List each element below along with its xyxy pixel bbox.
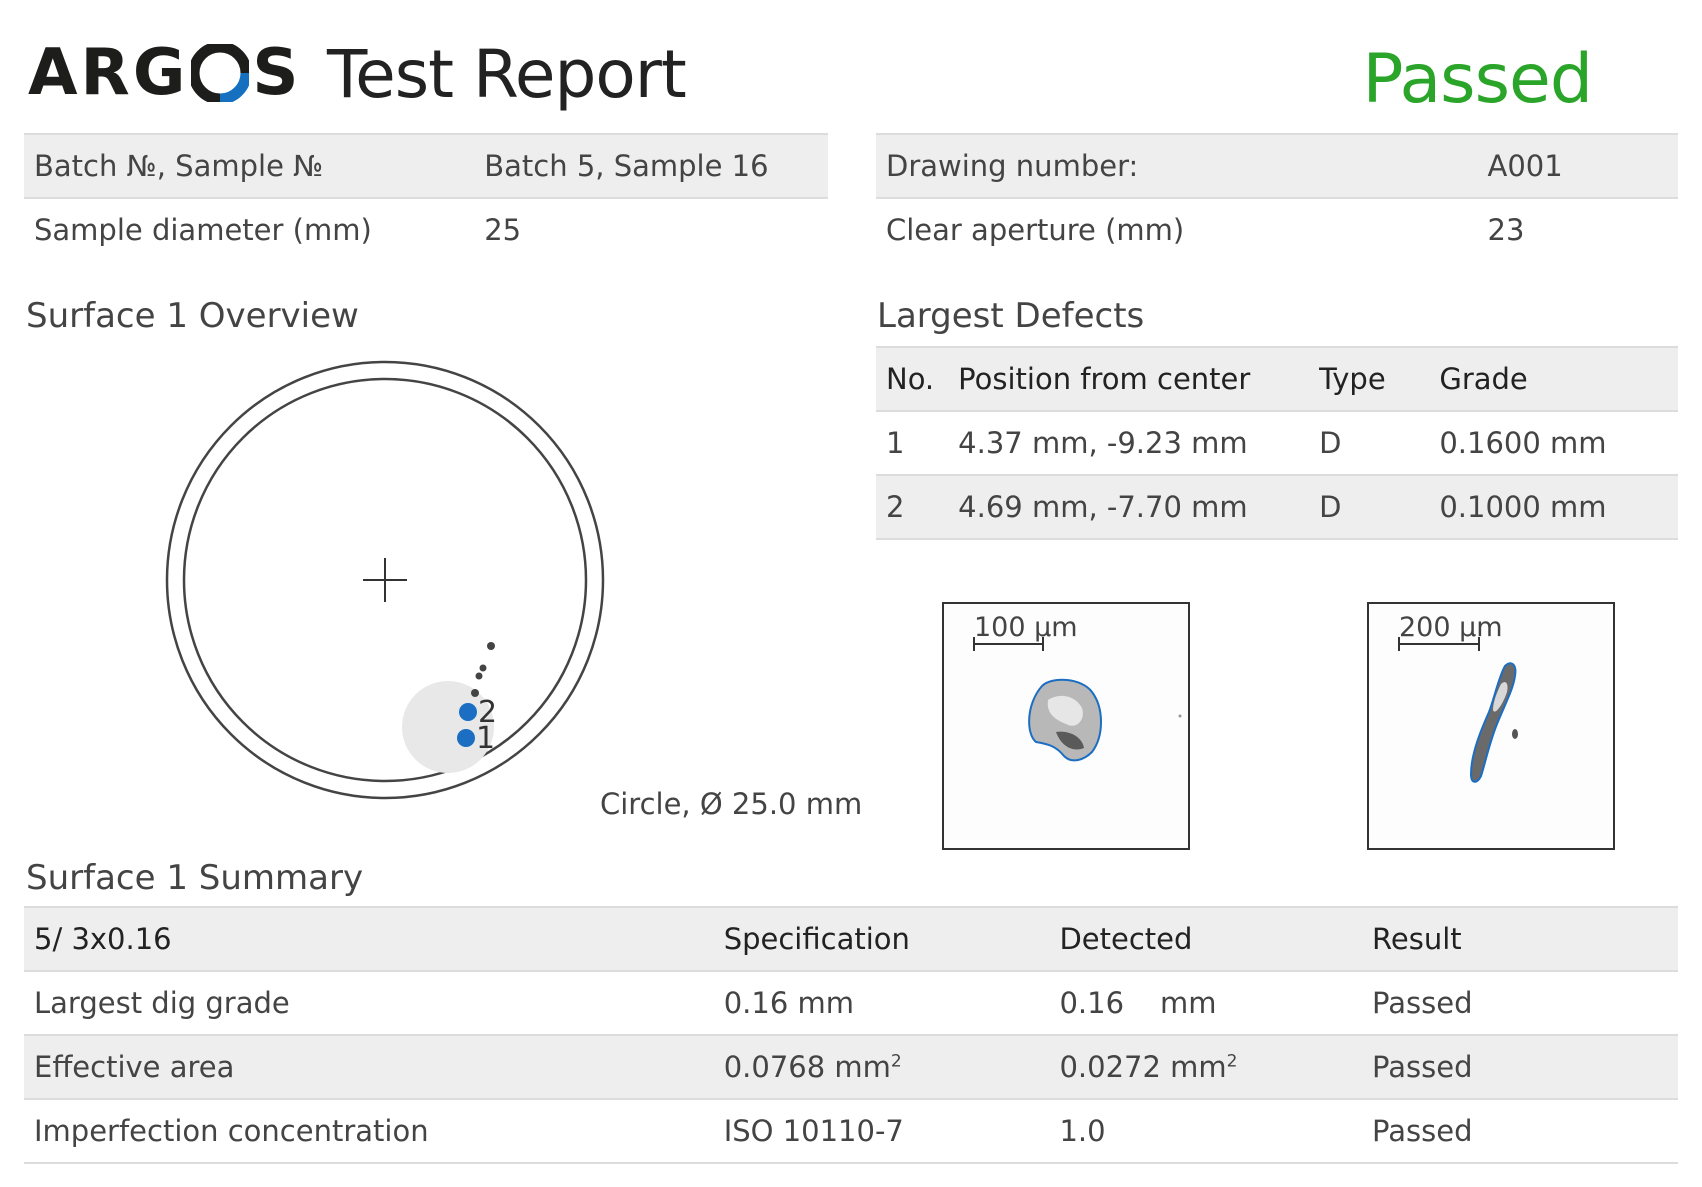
info-value: Batch 5, Sample 16 xyxy=(474,133,828,198)
info-label: Drawing number: xyxy=(876,133,1478,198)
overview-title: Surface 1 Overview xyxy=(26,296,359,336)
detected-value: 0.16 xyxy=(1059,986,1125,1020)
summary-result: Passed xyxy=(1362,1099,1678,1164)
col-header-position: Position from center xyxy=(948,346,1310,412)
spec-superscript: 2 xyxy=(890,1051,902,1072)
minor-defect-dot xyxy=(487,642,495,650)
logo-text-left: ARG xyxy=(28,36,189,110)
summary-metric-name: Imperfection concentration xyxy=(24,1099,714,1164)
defect-type: D xyxy=(1309,411,1430,476)
logo-text-right: S xyxy=(252,36,302,110)
logo-o-mark xyxy=(188,41,252,105)
defect-type: D xyxy=(1309,475,1430,540)
detected-unit: mm xyxy=(1160,986,1217,1020)
largest-defects-title: Largest Defects xyxy=(877,296,1145,336)
minor-defect-dot xyxy=(471,689,479,697)
summary-specification: 0.0768 mm2 xyxy=(713,1035,1050,1100)
summary-detected: 1.0 xyxy=(1049,1099,1363,1164)
defect-no: 1 xyxy=(876,411,949,476)
table-header-row: 5/ 3x0.16 Specification Detected Result xyxy=(24,906,1678,972)
table-row[interactable]: Imperfection concentration ISO 10110-7 1… xyxy=(24,1099,1678,1164)
info-label: Batch №, Sample № xyxy=(24,133,475,198)
summary-detected: 0.0272 mm2 xyxy=(1049,1035,1363,1100)
defect-marker-label-2: 2 xyxy=(478,695,497,730)
summary-specification: 0.16 mm xyxy=(713,971,1050,1036)
info-label: Sample diameter (mm) xyxy=(24,197,475,261)
detected-superscript: 2 xyxy=(1226,1051,1238,1072)
report-title: Test Report xyxy=(327,36,687,113)
summary-detected: 0.16 mm xyxy=(1049,971,1363,1036)
info-row: Sample diameter (mm) 25 xyxy=(24,197,828,261)
defect-image-1 xyxy=(973,637,1182,762)
clear-aperture-outline xyxy=(182,377,588,783)
col-header-detected: Detected xyxy=(1049,906,1363,972)
info-value: 23 xyxy=(1477,197,1678,261)
col-header-type: Type xyxy=(1309,346,1430,412)
spec-value: 0.0768 mm xyxy=(723,1050,891,1084)
defect-marker-label-1: 1 xyxy=(476,721,495,756)
info-row: Batch №, Sample № Batch 5, Sample 16 xyxy=(24,133,828,198)
summary-specification: ISO 10110-7 xyxy=(713,1099,1050,1164)
info-label: Clear aperture (mm) xyxy=(876,197,1478,261)
summary-metric-name: Effective area xyxy=(24,1035,714,1100)
defect-image-2 xyxy=(1398,637,1518,783)
defect-no: 2 xyxy=(876,475,949,540)
col-header-result: Result xyxy=(1362,906,1678,972)
drawing-info-table: Drawing number: A001 Clear aperture (mm)… xyxy=(876,133,1678,261)
defect-marker-1[interactable] xyxy=(457,729,475,747)
defect-marker-2[interactable] xyxy=(459,703,477,721)
table-row[interactable]: 1 4.37 mm, -9.23 mm D 0.1600 mm xyxy=(876,411,1678,476)
defect-thumbnail-1[interactable]: 100 µm xyxy=(942,602,1190,850)
scale-bar-label-2: 200 µm xyxy=(1399,612,1503,643)
col-header-no: No. xyxy=(876,346,949,412)
info-value: A001 xyxy=(1477,133,1678,198)
defect-grade: 0.1600 mm xyxy=(1429,411,1678,476)
table-row[interactable]: Largest dig grade 0.16 mm 0.16 mm Passed xyxy=(24,971,1678,1036)
info-value: 25 xyxy=(474,197,828,261)
summary-title: Surface 1 Summary xyxy=(26,858,364,898)
minor-defect-dot xyxy=(475,672,483,680)
summary-result: Passed xyxy=(1362,971,1678,1036)
defect-thumbnail-2[interactable]: 200 µm xyxy=(1367,602,1615,850)
info-row: Clear aperture (mm) 23 xyxy=(876,197,1678,261)
minor-defect-dot xyxy=(479,664,487,672)
surface-overview-diagram: 2 1 xyxy=(165,360,605,800)
overall-status: Passed xyxy=(1362,40,1593,119)
argos-logo: ARG S xyxy=(28,36,302,110)
col-header-grade: Grade xyxy=(1429,346,1678,412)
sample-info-table: Batch №, Sample № Batch 5, Sample 16 Sam… xyxy=(24,133,828,261)
table-header-row: No. Position from center Type Grade xyxy=(876,346,1678,412)
overview-caption: Circle, Ø 25.0 mm xyxy=(600,787,863,821)
col-header-spec-code: 5/ 3x0.16 xyxy=(24,906,714,972)
defect-position: 4.69 mm, -7.70 mm xyxy=(948,475,1310,540)
largest-defects-table: No. Position from center Type Grade 1 4.… xyxy=(876,346,1678,540)
col-header-specification: Specification xyxy=(713,906,1050,972)
detected-value: 0.0272 mm xyxy=(1059,1050,1227,1084)
defect-grade: 0.1000 mm xyxy=(1429,475,1678,540)
table-row[interactable]: 2 4.69 mm, -7.70 mm D 0.1000 mm xyxy=(876,475,1678,540)
summary-result: Passed xyxy=(1362,1035,1678,1100)
summary-table: 5/ 3x0.16 Specification Detected Result … xyxy=(24,906,1678,1164)
scale-bar-label-1: 100 µm xyxy=(974,612,1078,643)
sample-outline xyxy=(165,360,605,800)
info-row: Drawing number: A001 xyxy=(876,133,1678,198)
table-row[interactable]: Effective area 0.0768 mm2 0.0272 mm2 Pas… xyxy=(24,1035,1678,1100)
summary-metric-name: Largest dig grade xyxy=(24,971,714,1036)
defect-position: 4.37 mm, -9.23 mm xyxy=(948,411,1310,476)
